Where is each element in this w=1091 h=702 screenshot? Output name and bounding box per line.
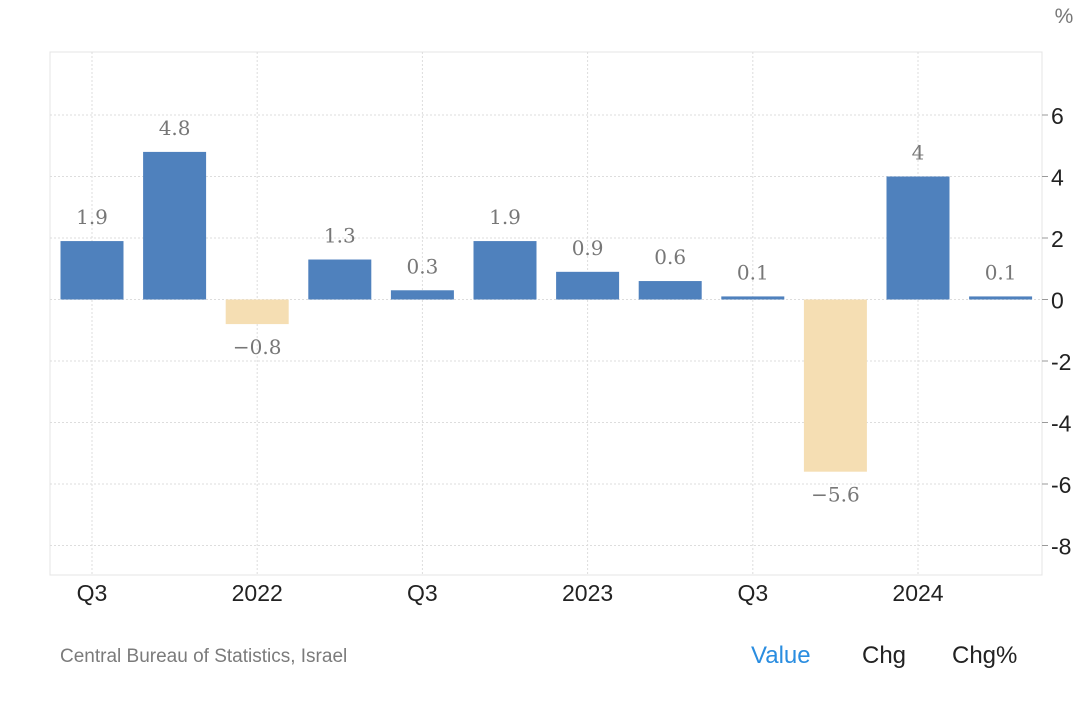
bar-value-label: 0.1: [737, 260, 769, 284]
x-tick-label: Q3: [407, 580, 438, 606]
plot-frame: [49, 51, 1043, 576]
bar-value-label: 0.6: [654, 245, 686, 269]
bar[interactable]: [473, 241, 537, 300]
bar-value-label: 0.9: [572, 236, 604, 260]
bar-value-label: 0.1: [985, 260, 1017, 284]
chart-footer: Central Bureau of Statistics, Israel Val…: [0, 640, 1091, 674]
bar[interactable]: [143, 151, 207, 300]
bar[interactable]: [638, 281, 702, 300]
y-tick-label: 2: [1051, 226, 1064, 252]
bar[interactable]: [308, 259, 372, 300]
bar-value-label: 4.8: [159, 116, 191, 140]
unit-label: %: [1055, 5, 1074, 28]
x-tick-label: 2024: [892, 580, 943, 606]
y-tick-label: -2: [1051, 349, 1071, 375]
bar[interactable]: [225, 299, 289, 325]
y-tick-label: 4: [1051, 165, 1064, 191]
y-tick-label: -6: [1051, 472, 1071, 498]
x-tick-label: 2023: [562, 580, 613, 606]
bar[interactable]: [556, 271, 620, 300]
x-tick-label: 2022: [232, 580, 283, 606]
bar-value-label: −0.8: [233, 335, 282, 359]
bar[interactable]: [969, 296, 1033, 300]
bar[interactable]: [721, 296, 785, 300]
y-tick-label: -4: [1051, 411, 1072, 437]
y-tick-label: 6: [1051, 103, 1064, 129]
x-tick-label: Q3: [77, 580, 108, 606]
bar-value-label: 0.3: [406, 254, 438, 278]
tab-chg[interactable]: Chg: [862, 642, 907, 669]
bar[interactable]: [886, 176, 950, 300]
bar-value-label: 1.9: [76, 205, 108, 229]
bar-value-label: 4: [912, 141, 925, 165]
tab-chg-percent[interactable]: Chg%: [952, 642, 1018, 669]
source-label: Central Bureau of Statistics, Israel: [60, 646, 348, 667]
tab-value[interactable]: Value: [751, 642, 811, 669]
y-tick-label: -8: [1051, 534, 1071, 560]
bar[interactable]: [60, 241, 124, 300]
bar[interactable]: [803, 299, 867, 472]
bar[interactable]: [390, 290, 454, 300]
y-tick-label: 0: [1051, 288, 1064, 314]
bar-value-label: 1.9: [489, 205, 521, 229]
bar-value-label: 1.3: [324, 224, 356, 248]
bar-value-label: −5.6: [811, 483, 860, 507]
x-tick-label: Q3: [737, 580, 768, 606]
chart-area: 6 4 2 0 -2 -4 -6 -8% 1.9 4.8 −0.8 1.3 0.3 1.9 0.9 0.6 0.…: [49, 5, 1074, 606]
